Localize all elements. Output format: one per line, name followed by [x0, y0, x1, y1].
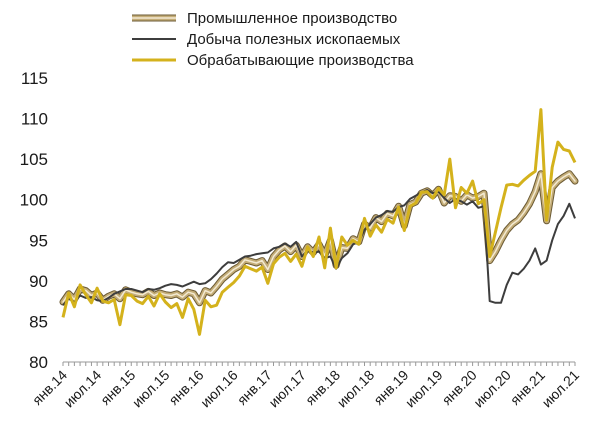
y-tick-label: 100	[20, 191, 48, 210]
y-tick-label: 85	[29, 312, 48, 331]
y-axis-ticks: 80 85 90 95 100 105 110 115	[20, 69, 48, 372]
legend-label: Обрабатывающие производства	[187, 52, 414, 69]
legend: Промышленное производство Добыча полезных…	[132, 10, 414, 69]
legend-label: Добыча полезных ископаемых	[187, 31, 401, 48]
series-line-manufacturing	[61, 108, 577, 336]
x-tick-label: июл.21	[539, 367, 583, 411]
y-tick-label: 115	[21, 69, 48, 88]
y-tick-label: 95	[29, 231, 48, 250]
x-axis-ticks: янв.14июл.14янв.15июл.15янв.16июл.16янв.…	[29, 367, 582, 411]
y-tick-label: 90	[29, 272, 48, 291]
x-tick-label: июл.18	[334, 367, 378, 411]
x-axis-marks	[62, 362, 576, 366]
y-tick-label: 80	[29, 353, 48, 372]
series-layer	[59, 108, 579, 336]
x-tick-label: июл.14	[61, 367, 105, 411]
x-tick-label: июл.17	[265, 367, 309, 411]
y-tick-label: 110	[21, 110, 48, 129]
x-tick-label: июл.16	[197, 367, 241, 411]
x-tick-label: июл.15	[129, 367, 173, 411]
legend-label: Промышленное производство	[187, 10, 397, 27]
x-tick-label: июл.20	[470, 367, 514, 411]
y-tick-label: 105	[20, 150, 48, 169]
series-line-mining	[62, 189, 576, 306]
x-tick-label: июл.19	[402, 367, 446, 411]
